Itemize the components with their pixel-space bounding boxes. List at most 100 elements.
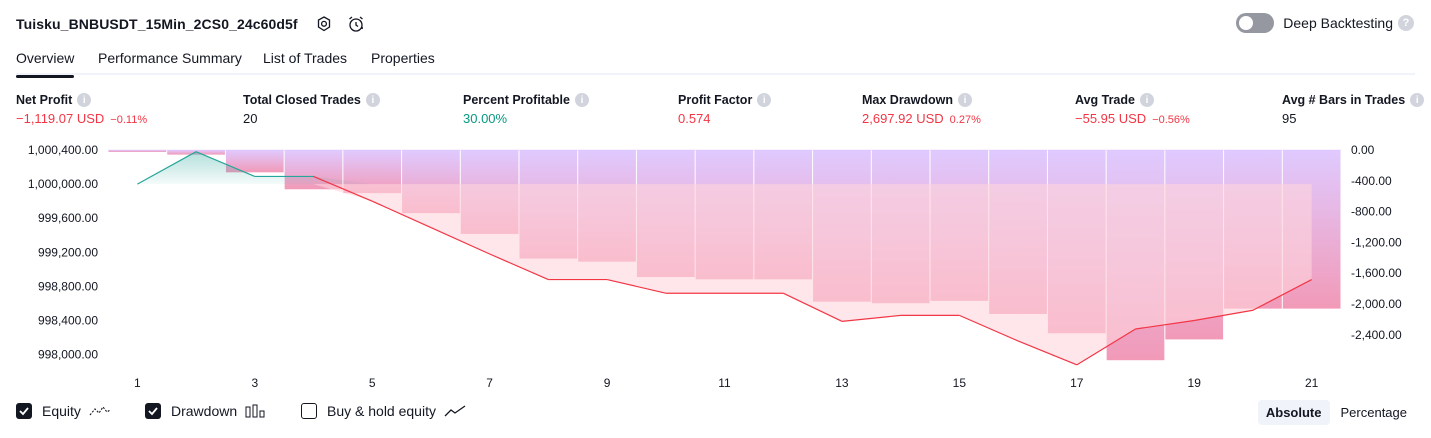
x-tick-label: 7 [486,376,493,390]
y-left-tick-label: 999,200.00 [38,245,98,259]
equity-checkbox[interactable] [16,403,32,419]
strategy-name: Tuisku_BNBUSDT_15Min_2CS0_24c60d5f [16,16,298,32]
info-icon[interactable]: i [77,93,92,107]
info-icon[interactable]: i [1139,93,1154,107]
info-icon[interactable]: i [365,93,380,107]
tab-properties[interactable]: Properties [371,50,435,66]
legend-label: Buy & hold equity [327,403,436,419]
y-right-tick-label: -400.00 [1351,174,1392,188]
deep-backtesting-control: Deep Backtesting ? [1236,13,1414,33]
equity-fill [137,151,1312,365]
equity-segment [1252,279,1312,311]
view-mode-toggle: Absolute Percentage [1255,400,1415,425]
x-axis: 1 3 5 7 9 11 13 15 17 19 21 [134,376,1319,390]
info-icon[interactable]: i [757,93,772,107]
buy-hold-line-icon [444,405,466,417]
equity-segment [1194,309,1254,322]
metric-avg-bars-in-trades: Avg # Bars in Trades i 95 [1282,93,1425,126]
y-right-tick-label: -1,200.00 [1351,235,1402,249]
metric-sub: −0.56% [1152,114,1190,126]
metric-label: Percent Profitable [463,93,570,107]
x-tick-label: 21 [1305,376,1319,390]
legend-label: Equity [42,403,81,419]
metric-label: Avg Trade [1075,93,1135,107]
y-right-tick-label: -1,600.00 [1351,266,1402,280]
strategy-header: Tuisku_BNBUSDT_15Min_2CS0_24c60d5f [16,13,366,35]
alert-clock-icon[interactable] [346,14,366,34]
equity-segment [841,314,901,322]
y-axis-right: 0.00 -400.00 -800.00 -1,200.00 -1,600.00 -2,0… [1351,143,1402,342]
tab-overview[interactable]: Overview [16,50,75,78]
equity-segment [489,253,549,281]
y-left-tick-label: 998,800.00 [38,279,98,293]
equity-profit-area [137,151,1312,185]
deep-backtesting-toggle[interactable] [1236,13,1275,33]
y-right-tick-label: 0.00 [1351,143,1375,157]
info-icon[interactable]: i [958,93,972,107]
x-tick-label: 15 [953,376,967,390]
metric-profit-factor: Profit Factor i 0.574 [678,93,772,126]
x-tick-label: 3 [251,376,258,390]
x-tick-label: 11 [718,376,731,390]
metric-label: Avg # Bars in Trades [1282,93,1406,107]
metric-label: Net Profit [16,93,73,107]
metric-label: Profit Factor [678,93,753,107]
equity-segment [137,151,197,185]
metric-value: 95 [1282,111,1297,126]
x-tick-label: 9 [604,376,611,390]
equity-segment [606,278,666,294]
equity-loss-area [137,184,1312,365]
equity-drawdown-chart[interactable]: 1,000,400.00 1,000,000.00 999,600.00 999,20… [0,135,1431,395]
metric-sub: −0.11% [110,114,148,126]
y-left-tick-label: 998,400.00 [38,314,98,328]
y-left-tick-label: 1,000,400.00 [28,143,98,157]
y-left-tick-label: 999,600.00 [38,211,98,225]
drawdown-bar [225,150,284,173]
equity-segment [313,175,373,202]
equity-segment [959,314,1019,342]
help-icon[interactable]: ? [1398,15,1414,31]
metric-value: 30.00% [463,111,508,126]
percentage-button[interactable]: Percentage [1340,405,1408,420]
y-right-tick-label: -2,000.00 [1351,297,1402,311]
x-tick-label: 1 [134,376,141,390]
equity-segment [782,292,843,322]
y-left-tick-label: 1,000,000.00 [28,177,98,191]
settings-icon[interactable] [314,14,334,34]
metric-max-drawdown: Max Drawdown i 2,697.92 USD 0.27% [862,93,981,126]
y-axis-left: 1,000,400.00 1,000,000.00 999,600.00 999,20… [28,143,98,362]
drawdown-bar [108,150,167,152]
y-left-tick-label: 998,000.00 [38,348,98,362]
info-icon[interactable]: i [1410,93,1425,107]
metric-value: −55.95 USD [1075,111,1147,126]
deep-backtesting-label: Deep Backtesting [1283,15,1393,31]
x-tick-label: 17 [1070,376,1084,390]
drawdown-bars-icon [245,404,265,418]
metric-percent-profitable: Percent Profitable i 30.00% [463,93,589,126]
metric-total-closed-trades: Total Closed Trades i 20 [243,93,380,126]
tab-list-of-trades[interactable]: List of Trades [263,50,348,66]
toggle-knob [1239,16,1254,30]
info-icon[interactable]: i [574,93,589,107]
legend-equity[interactable]: Equity [16,403,111,419]
equity-segment [1076,328,1136,366]
legend-buy-hold[interactable]: Buy & hold equity [301,403,466,419]
metric-sub: 0.27% [949,114,981,126]
buy-hold-checkbox[interactable] [301,403,317,419]
equity-line [137,151,1312,366]
x-tick-label: 13 [835,376,849,390]
metric-avg-trade: Avg Trade i −55.95 USD −0.56% [1075,93,1190,126]
legend-drawdown[interactable]: Drawdown [145,403,265,419]
x-tick-label: 5 [369,376,376,390]
legend-label: Drawdown [171,403,238,419]
tab-performance-summary[interactable]: Performance Summary [98,50,242,66]
metric-value: 2,697.92 USD [862,111,944,126]
equity-segment [371,200,432,229]
absolute-button[interactable]: Absolute [1257,400,1330,425]
tab-bar: Overview Performance Summary List of Tra… [16,47,1415,78]
drawdown-checkbox[interactable] [145,403,161,419]
x-tick-label: 19 [1188,376,1202,390]
metric-value: 20 [243,111,258,126]
equity-segment [1017,340,1078,366]
y-right-tick-label: -2,400.00 [1351,328,1402,342]
